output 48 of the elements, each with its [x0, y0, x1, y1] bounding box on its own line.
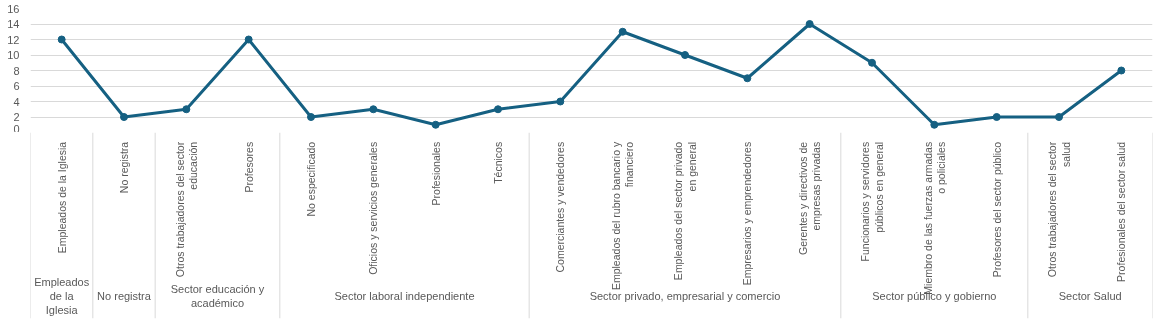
point — [743, 74, 752, 83]
x-tick-label: Empleados de la Iglesia — [55, 141, 68, 254]
x-tick-label: Otros trabajadores del sector salud — [1046, 141, 1072, 278]
text: Sector laboral independiente — [334, 290, 475, 303]
x-tick-label: Profesionales — [429, 141, 442, 206]
x-tick-label: Profesionales del sector salud — [1115, 141, 1128, 282]
point — [1055, 113, 1063, 121]
y-tick-label: 12 — [7, 33, 20, 46]
x-tick-label: Empleados del rubro bancario y financiero — [610, 141, 636, 291]
text: Sector privado, empresarial y comercio — [589, 290, 781, 303]
y-tick-label: 8 — [13, 64, 20, 77]
x-tick-label: Profesores — [242, 141, 255, 193]
x-tick-label: Oficios y servicios generales — [367, 141, 380, 275]
y-tick-label: 6 — [13, 80, 20, 92]
point — [930, 120, 939, 129]
point — [120, 113, 128, 121]
point — [431, 120, 440, 129]
point — [57, 35, 66, 44]
y-tick-label: 0 — [13, 122, 20, 135]
x-tick-label: Empresarios y emprendedores — [741, 141, 754, 286]
point — [992, 113, 1001, 121]
x-tick-label: No especificado — [305, 141, 317, 217]
text: Sector Salud — [1058, 290, 1122, 303]
point — [681, 51, 689, 59]
text: Empleados de la Iglesia — [34, 276, 90, 316]
point — [307, 113, 315, 121]
point — [556, 97, 565, 106]
point — [805, 20, 814, 28]
y-tick-label: 10 — [7, 49, 20, 61]
x-tick-label: Otros trabajadores del sector educación — [173, 141, 199, 278]
x-tick-label: Técnicos — [492, 141, 504, 184]
y-tick-label: 4 — [13, 95, 20, 108]
x-tick-label: Gerentes y directivos de empresas privadas — [797, 141, 823, 256]
point — [494, 105, 502, 114]
y-tick-label: 2 — [13, 111, 20, 123]
point — [182, 105, 191, 114]
point — [618, 27, 627, 36]
text: Sector educación y académico — [170, 283, 265, 310]
y-tick-label: 14 — [7, 18, 20, 30]
point — [369, 105, 378, 114]
point — [1117, 66, 1126, 75]
point — [244, 35, 253, 44]
x-tick-label: Profesores del sector público — [990, 141, 1003, 278]
x-tick-label: No registra — [118, 141, 130, 194]
y-tick-label: 16 — [7, 2, 20, 15]
point — [868, 58, 876, 67]
x-tick-label: Comerciantes y vendedores — [554, 141, 567, 273]
text: No registra — [97, 290, 152, 303]
